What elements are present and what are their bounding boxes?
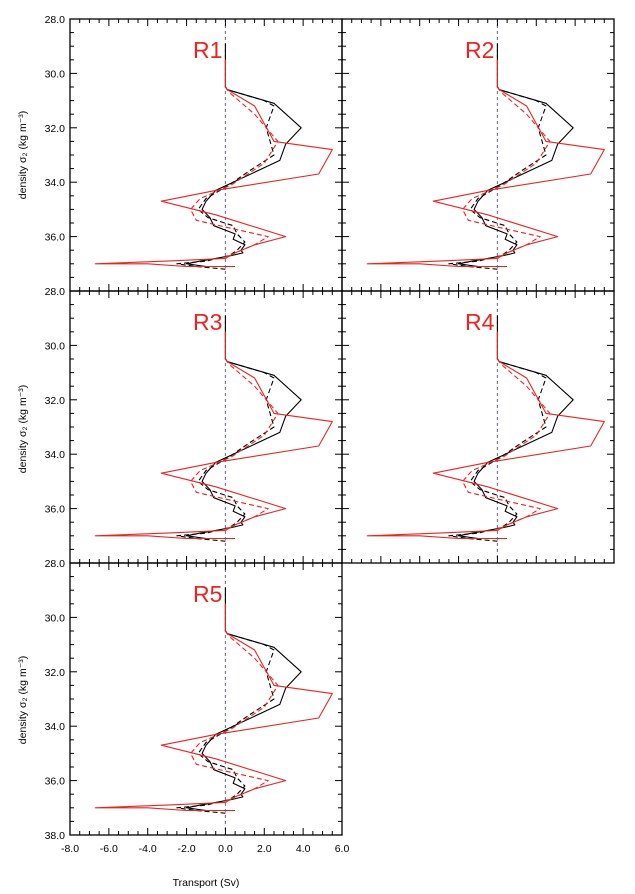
black-solid-series-line <box>458 315 574 540</box>
black-solid-series-line <box>458 43 574 268</box>
y-axis-title-row-3: density σ₂ (kg m⁻³) <box>17 656 29 744</box>
y-tick-label: 36.0 <box>45 504 66 516</box>
red-solid-series-line <box>94 603 333 812</box>
y-axis-title-row-1: density σ₂ (kg m⁻³) <box>17 111 29 199</box>
panel-r4: R4 <box>341 290 615 564</box>
panel-label: R3 <box>193 309 222 335</box>
y-axis-title-row-2: density σ₂ (kg m⁻³) <box>17 385 29 473</box>
y-tick-label: 34.0 <box>45 177 66 189</box>
black-dashed-series-line <box>176 630 275 814</box>
x-axis-title: Transport (Sv) <box>173 877 240 889</box>
y-tick-label: 34.0 <box>45 449 66 461</box>
y-tick-label: 36.0 <box>45 232 66 244</box>
black-dashed-series-line <box>448 358 547 542</box>
black-dashed-series-line <box>448 86 547 270</box>
y-tick-label: 28.0 <box>45 14 66 26</box>
axis-titles: density σ₂ (kg m⁻³) density σ₂ (kg m⁻³) … <box>17 111 239 889</box>
y-tick-label: 30.0 <box>45 68 66 80</box>
panel-r5: 28.0 30.0 32.0 34.0 36.0 38.0-8.0 -6.0 -4.0 -2.0… <box>45 558 350 855</box>
x-tick-label: 2.0 <box>257 843 272 855</box>
y-tick-label: 28.0 <box>45 558 66 570</box>
series-group <box>366 315 605 542</box>
red-solid-series-line <box>366 331 605 540</box>
x-tick-label: -8.0 <box>61 843 79 855</box>
red-solid-series-line <box>366 59 605 268</box>
red-dashed-series-line <box>461 86 551 259</box>
panel-label: R4 <box>465 309 495 335</box>
red-dashed-series-line <box>189 630 279 803</box>
black-solid-series-line <box>186 315 302 540</box>
y-tick-label: 38.0 <box>45 830 66 842</box>
black-dashed-series-line <box>176 358 275 542</box>
y-tick-label: 28.0 <box>45 286 66 298</box>
black-solid-series-line <box>186 587 302 812</box>
black-dashed-series-line <box>176 86 275 270</box>
red-solid-series-line <box>94 59 333 268</box>
y-tick-label: 36.0 <box>45 776 66 788</box>
panel-r2: R2 <box>341 18 615 292</box>
panel-label: R2 <box>465 37 494 63</box>
x-tick-label: -4.0 <box>139 843 157 855</box>
panel-r1: 28.0 30.0 32.0 34.0 36.0 R1 <box>45 14 343 292</box>
x-tick-label: 0.0 <box>218 843 233 855</box>
y-tick-label: 32.0 <box>45 395 66 407</box>
panel-r3: 28.0 30.0 32.0 34.0 36.0 R3 <box>45 286 343 564</box>
series-group <box>94 587 333 814</box>
x-tick-label: -2.0 <box>178 843 196 855</box>
x-tick-label: -6.0 <box>100 843 118 855</box>
black-solid-series-line <box>186 43 302 268</box>
x-tick-label: 6.0 <box>335 843 350 855</box>
y-tick-label: 30.0 <box>45 340 66 352</box>
series-group <box>94 315 333 542</box>
red-solid-series-line <box>94 331 333 540</box>
x-tick-label: 4.0 <box>296 843 311 855</box>
red-dashed-series-line <box>189 358 279 531</box>
panel-label: R1 <box>193 37 222 63</box>
series-group <box>94 43 333 270</box>
y-tick-label: 34.0 <box>45 721 66 733</box>
panels-layer: 28.0 30.0 32.0 34.0 36.0 R1 R2 28.0 30.0 32.0 34.0… <box>45 14 615 855</box>
panel-label: R5 <box>193 581 222 607</box>
red-dashed-series-line <box>189 86 279 259</box>
series-group <box>366 43 605 270</box>
red-dashed-series-line <box>461 358 551 531</box>
y-tick-label: 32.0 <box>45 123 66 135</box>
y-tick-label: 32.0 <box>45 667 66 679</box>
y-tick-label: 30.0 <box>45 612 66 624</box>
